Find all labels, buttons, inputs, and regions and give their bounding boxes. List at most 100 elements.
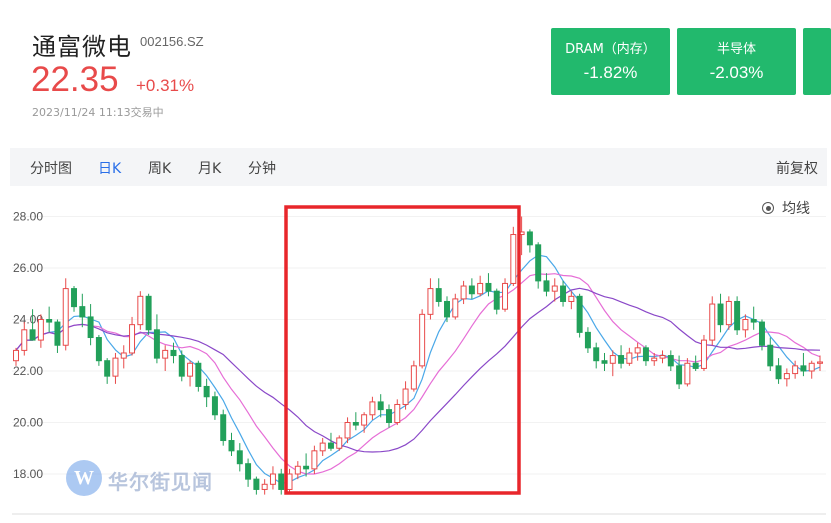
candle	[178, 350, 185, 382]
candle	[551, 278, 558, 302]
candle-body	[187, 362, 194, 377]
candle	[427, 278, 434, 320]
candle-body	[601, 360, 608, 364]
candle-body	[369, 401, 376, 416]
sector-card-semiconductor[interactable]: 半导体 -2.03%	[677, 28, 796, 95]
candle-body	[502, 282, 509, 310]
y-tick-label: 24.00	[13, 313, 43, 327]
ma-legend-label: 均线	[782, 201, 810, 217]
candle	[510, 226, 517, 287]
candle	[493, 288, 500, 315]
candle	[153, 314, 160, 364]
candle	[394, 399, 401, 426]
candle-body	[137, 295, 144, 326]
candle-body	[46, 319, 53, 323]
candle-body	[195, 362, 202, 387]
tab-intraday[interactable]: 分时图	[30, 161, 72, 177]
candle	[261, 479, 268, 495]
candle-body	[717, 303, 724, 326]
candle	[618, 345, 625, 369]
candle	[344, 417, 351, 444]
y-tick-label: 22.00	[13, 364, 43, 378]
candle-body	[303, 465, 310, 470]
candle-body	[609, 355, 616, 364]
tab-daily-k[interactable]: 日K	[98, 161, 122, 177]
candle-body	[145, 295, 152, 331]
candle	[634, 342, 641, 361]
candle-body	[377, 401, 384, 411]
candle-body	[750, 319, 757, 323]
candle-body	[178, 355, 185, 377]
candle-body	[129, 324, 136, 354]
candle	[87, 304, 94, 346]
candle-body	[618, 355, 625, 364]
candle	[120, 345, 127, 369]
candle	[410, 360, 417, 392]
candle	[444, 296, 450, 323]
candle-body	[468, 285, 475, 295]
candle	[676, 355, 683, 390]
tab-minute[interactable]: 分钟	[248, 161, 276, 177]
candle-body	[734, 300, 741, 331]
candle-body	[253, 478, 260, 490]
candle	[783, 368, 790, 387]
candle	[311, 445, 318, 474]
candle	[187, 360, 194, 387]
candle	[71, 286, 78, 312]
candle	[211, 391, 218, 420]
candle	[62, 278, 69, 351]
candle	[54, 319, 61, 353]
candle	[29, 309, 36, 341]
tab-monthly-k[interactable]: 月K	[198, 161, 222, 177]
candle	[584, 327, 591, 353]
candle	[593, 342, 600, 369]
sector-card-dram[interactable]: DRAM（内存） -1.82%	[551, 28, 670, 95]
sector-label: 半导体	[716, 42, 756, 57]
ma-legend-toggle[interactable]: 均线	[762, 198, 810, 218]
candle-body	[236, 450, 243, 465]
candle-body	[700, 339, 707, 369]
candle-body	[526, 231, 533, 246]
candle	[485, 273, 492, 297]
candle	[278, 468, 285, 495]
candle-body	[800, 365, 807, 372]
candle-body	[286, 473, 293, 490]
candle	[750, 306, 757, 330]
candle-body	[659, 355, 666, 359]
candle-body	[560, 285, 567, 302]
candle	[37, 314, 44, 348]
radio-icon	[762, 202, 774, 214]
sector-label: DRAM（内存）	[565, 42, 656, 57]
ma20-line	[15, 287, 821, 453]
candle-body	[792, 365, 799, 375]
candle-body	[742, 319, 749, 331]
candle	[352, 412, 359, 431]
candle-body	[361, 414, 368, 426]
candle-body	[808, 362, 815, 372]
candle-body	[692, 362, 699, 369]
candle-body	[386, 409, 392, 423]
candle	[203, 378, 210, 408]
price-adjust-selector[interactable]: 前复权	[776, 161, 818, 177]
tab-weekly-k[interactable]: 周K	[148, 161, 172, 177]
candle	[303, 453, 310, 477]
candle-body	[551, 285, 558, 292]
candle	[667, 350, 674, 371]
candle	[327, 432, 334, 451]
y-tick-label: 26.00	[13, 261, 43, 275]
sector-card-partial[interactable]	[803, 28, 831, 95]
candle	[137, 291, 144, 330]
candle-body	[584, 331, 591, 349]
candle	[568, 291, 575, 310]
candle	[386, 404, 392, 428]
candle	[435, 278, 442, 307]
candle	[659, 350, 666, 364]
change-percent: +0.31%	[136, 76, 195, 95]
candle	[742, 314, 749, 338]
candle	[245, 458, 252, 487]
candle	[104, 358, 111, 384]
candle	[369, 396, 376, 420]
candle	[129, 316, 136, 356]
candle	[543, 273, 550, 297]
